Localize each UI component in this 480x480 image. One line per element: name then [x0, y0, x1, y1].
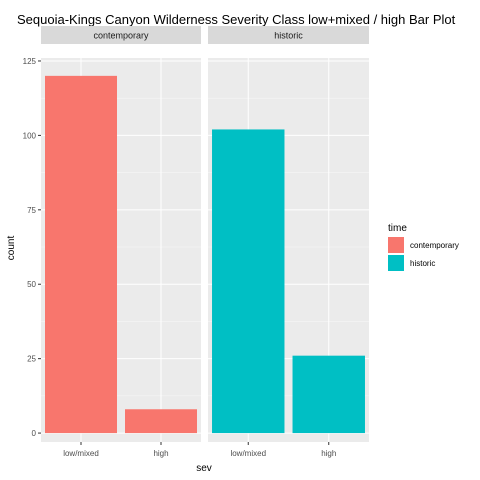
facet-panels: contemporary low/mixed high historic low/mix…	[41, 26, 369, 458]
x-tick-label: high	[321, 449, 336, 458]
chart-title: Sequoia-Kings Canyon Wilderness Severity…	[17, 12, 456, 27]
legend: time contemporary historic	[388, 223, 459, 271]
facet-strip	[208, 26, 369, 44]
facet-strip-label: contemporary	[93, 31, 149, 41]
bar-contemporary-low/mixed	[45, 75, 117, 434]
bar-contemporary-high	[125, 409, 197, 434]
y-tick-label: 0	[32, 429, 37, 438]
y-tick-label: 100	[23, 131, 37, 140]
facet-strip-label: historic	[274, 31, 303, 41]
bar-historic-high	[292, 355, 365, 434]
facet-strip	[41, 26, 201, 44]
y-tick-label: 50	[27, 280, 36, 289]
x-axis-title: sev	[196, 463, 212, 474]
legend-title: time	[388, 223, 407, 234]
x-tick-label: low/mixed	[63, 449, 99, 458]
y-tick-label: 125	[23, 57, 37, 66]
x-tick-label: high	[153, 449, 168, 458]
legend-swatch-contemporary	[388, 237, 404, 253]
y-axis-title: count	[6, 236, 17, 261]
y-axis: 0 25 50 75 100 125	[23, 57, 41, 438]
legend-label-historic: historic	[410, 259, 435, 268]
bar-historic-low/mixed	[212, 129, 285, 434]
x-tick-label: low/mixed	[230, 449, 266, 458]
y-tick-label: 25	[27, 355, 36, 364]
legend-swatch-historic	[388, 255, 404, 271]
legend-label-contemporary: contemporary	[410, 241, 459, 250]
facet-panel-contemporary: contemporary low/mixed high	[41, 26, 201, 458]
y-tick-label: 75	[27, 206, 36, 215]
facet-panel-historic: historic low/mixed high	[208, 26, 369, 458]
